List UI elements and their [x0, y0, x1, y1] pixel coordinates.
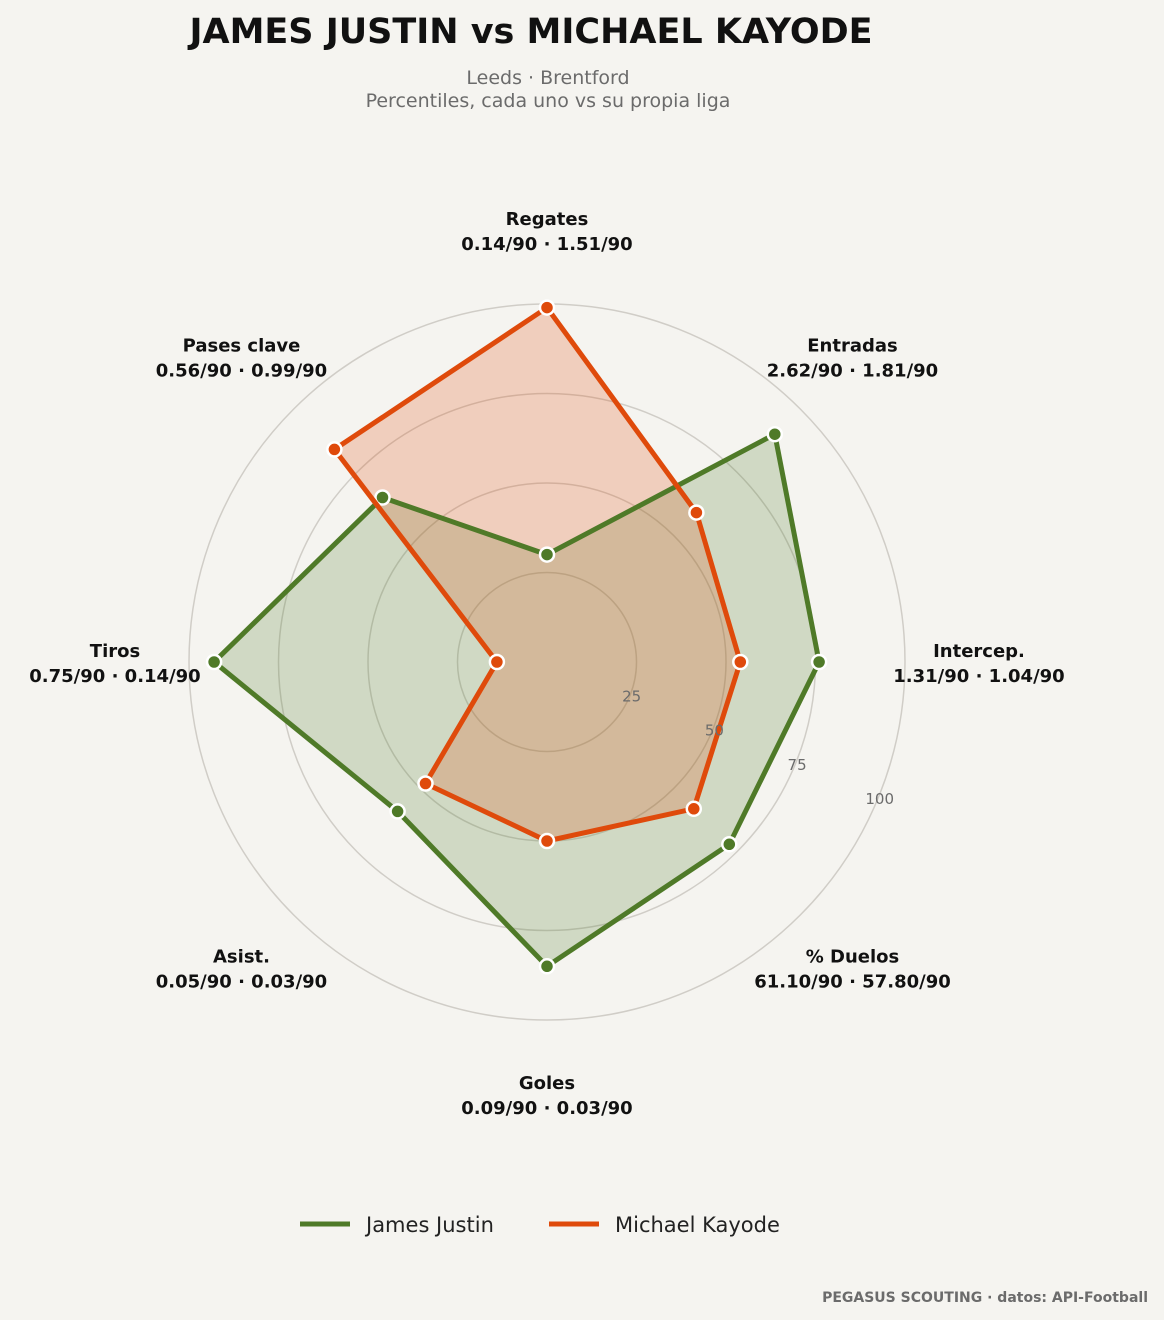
axis-label-name-4: Goles	[519, 1073, 575, 1094]
axis-label-values-4: 0.09/90 · 0.03/90	[461, 1098, 632, 1119]
axis-label-values-2: 1.31/90 · 1.04/90	[893, 666, 1064, 687]
series-1-point-6	[488, 653, 506, 671]
series-0-point-6	[205, 653, 223, 671]
chart-subtitle-teams: Leeds · Brentford	[466, 67, 629, 89]
axis-label-values-3: 61.10/90 · 57.80/90	[754, 972, 951, 993]
series-1-point-3	[685, 800, 703, 818]
series-0-point-7	[374, 489, 391, 506]
axis-label-values-5: 0.05/90 · 0.03/90	[156, 972, 327, 993]
series-area-1	[334, 307, 741, 842]
ring-tick-50: 50	[705, 722, 724, 740]
series-1-point-5	[417, 775, 434, 792]
axis-label-name-0: Regates	[506, 209, 589, 230]
legend-label-1: Michael Kayode	[615, 1213, 780, 1237]
series-1-point-7	[326, 441, 343, 458]
chart-title: JAMES JUSTIN vs MICHAEL KAYODE	[187, 12, 872, 52]
ring-tick-25: 25	[622, 687, 641, 705]
axis-label-name-7: Pases clave	[183, 336, 301, 357]
series-0-point-5	[389, 803, 406, 820]
axis-label-values-1: 2.62/90 · 1.81/90	[767, 361, 938, 382]
grid-ring-25	[456, 571, 638, 753]
radar-series	[205, 299, 828, 975]
axis-label-values-0: 0.14/90 · 1.51/90	[461, 234, 632, 255]
series-1-point-4	[538, 832, 556, 850]
axis-labels: Regates 0.14/90 · 1.51/90 Entradas 2.62/90 …	[29, 209, 1064, 1119]
legend: James Justin Michael Kayode	[300, 1213, 780, 1237]
series-0-point-4	[538, 958, 556, 975]
series-1-point-1	[688, 504, 705, 521]
axis-label-name-3: % Duelos	[806, 947, 900, 968]
ring-tick-75: 75	[788, 756, 807, 774]
series-area-0	[214, 434, 820, 967]
axis-label-values-6: 0.75/90 · 0.14/90	[29, 666, 200, 687]
series-0-point-3	[721, 836, 738, 853]
series-0-point-2	[810, 653, 828, 671]
axis-label-name-2: Intercep.	[933, 641, 1025, 662]
axis-label-name-5: Asist.	[213, 947, 270, 968]
series-0-point-0	[538, 546, 556, 563]
series-1-point-0	[538, 299, 556, 316]
axis-label-name-1: Entradas	[807, 336, 897, 357]
series-1-point-2	[732, 653, 749, 671]
legend-label-0: James Justin	[364, 1213, 494, 1237]
credit-text: PEGASUS SCOUTING · datos: API-Football	[822, 1290, 1148, 1306]
ring-tick-100: 100	[865, 790, 894, 808]
axis-label-values-7: 0.56/90 · 0.99/90	[156, 361, 327, 382]
ring-tick-labels: 25 50 75 100	[622, 687, 894, 808]
series-0-point-1	[766, 425, 784, 443]
axis-label-name-6: Tiros	[90, 641, 140, 662]
chart-subtitle-description: Percentiles, cada uno vs su propia liga	[366, 90, 731, 112]
